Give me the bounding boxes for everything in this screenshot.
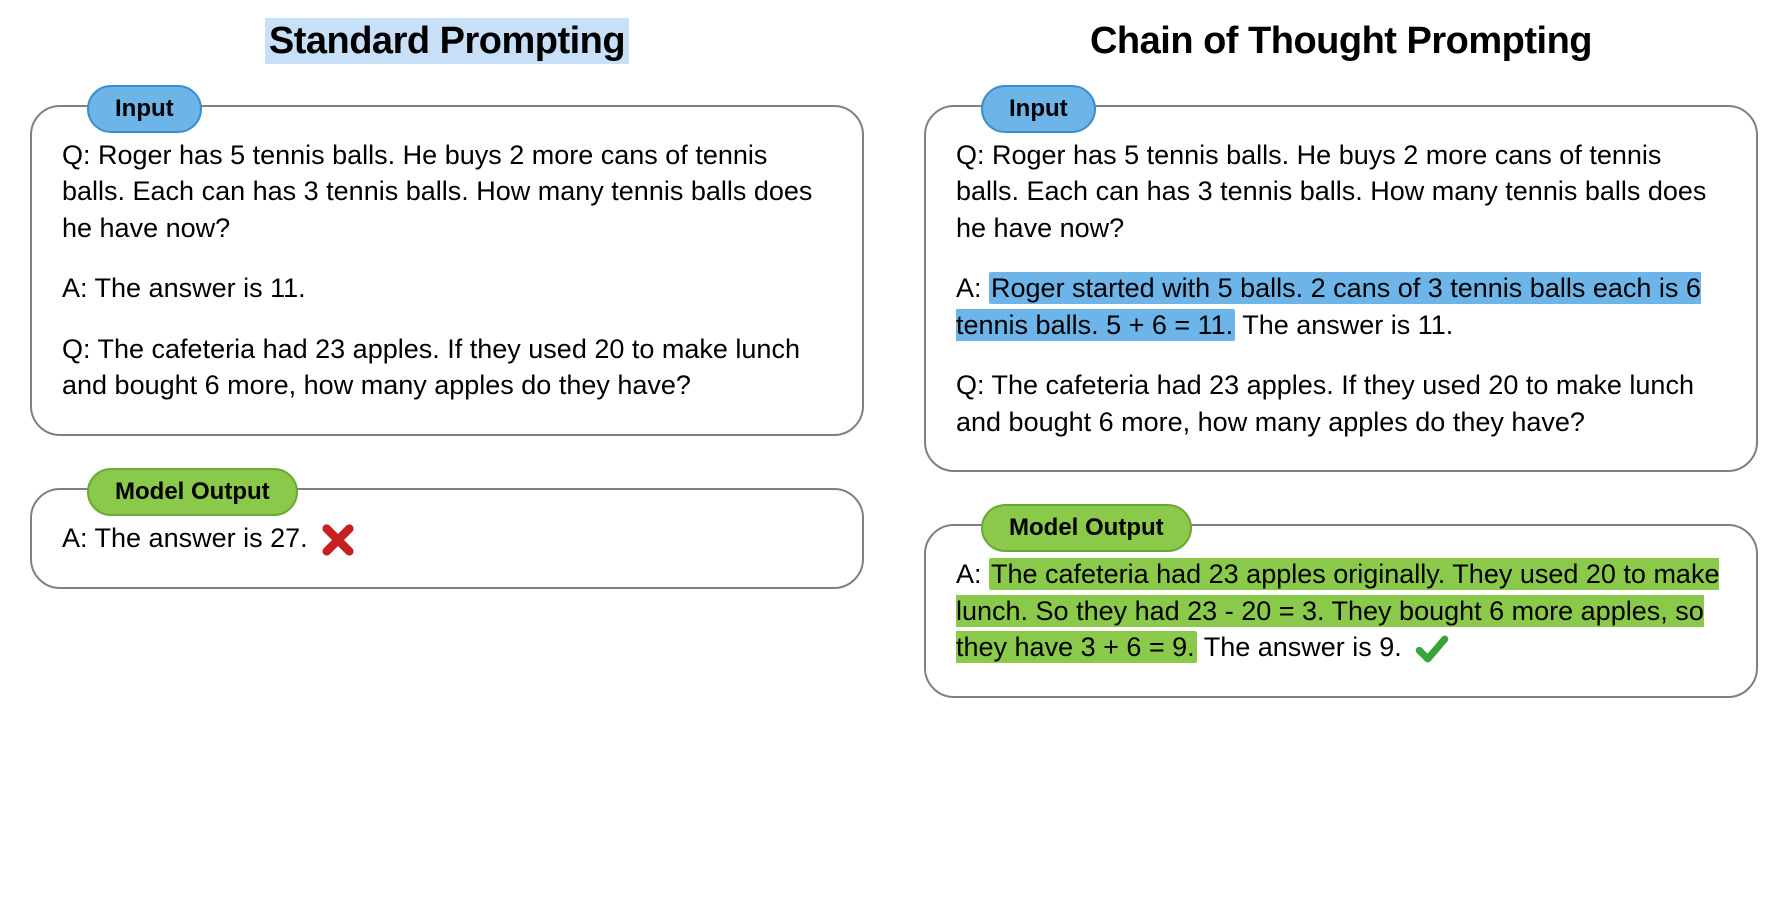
left-q2: Q: The cafeteria had 23 apples. If they …: [62, 331, 832, 404]
input-badge: Input: [87, 85, 202, 133]
right-q1: Q: Roger has 5 tennis balls. He buys 2 m…: [956, 137, 1726, 246]
right-column: Chain of Thought Prompting Input Q: Roge…: [924, 20, 1758, 728]
check-icon: [1415, 632, 1449, 666]
right-title-text: Chain of Thought Prompting: [1090, 20, 1592, 62]
right-output-prefix: A:: [956, 559, 989, 589]
right-a1-suffix: The answer is 11.: [1235, 310, 1453, 340]
output-badge: Model Output: [981, 504, 1192, 552]
right-a1-prefix: A:: [956, 273, 989, 303]
left-output-text: A: The answer is 27.: [62, 523, 308, 553]
right-title: Chain of Thought Prompting: [924, 20, 1758, 63]
left-column: Standard Prompting Input Q: Roger has 5 …: [30, 20, 864, 728]
input-badge: Input: [981, 85, 1096, 133]
left-title: Standard Prompting: [30, 20, 864, 63]
left-title-text: Standard Prompting: [265, 18, 629, 64]
left-output-line: A: The answer is 27.: [62, 520, 832, 557]
left-a1: A: The answer is 11.: [62, 270, 832, 306]
comparison-columns: Standard Prompting Input Q: Roger has 5 …: [30, 20, 1758, 728]
right-output-panel: Model Output A: The cafeteria had 23 app…: [924, 524, 1758, 698]
left-input-panel: Input Q: Roger has 5 tennis balls. He bu…: [30, 105, 864, 436]
left-output-panel: Model Output A: The answer is 27.: [30, 488, 864, 589]
right-output-line: A: The cafeteria had 23 apples originall…: [956, 556, 1726, 666]
cross-icon: [321, 523, 355, 557]
output-badge: Model Output: [87, 468, 298, 516]
right-q2: Q: The cafeteria had 23 apples. If they …: [956, 367, 1726, 440]
right-output-suffix: The answer is 9.: [1197, 632, 1402, 662]
right-input-panel: Input Q: Roger has 5 tennis balls. He bu…: [924, 105, 1758, 472]
right-a1: A: Roger started with 5 balls. 2 cans of…: [956, 270, 1726, 343]
left-q1: Q: Roger has 5 tennis balls. He buys 2 m…: [62, 137, 832, 246]
